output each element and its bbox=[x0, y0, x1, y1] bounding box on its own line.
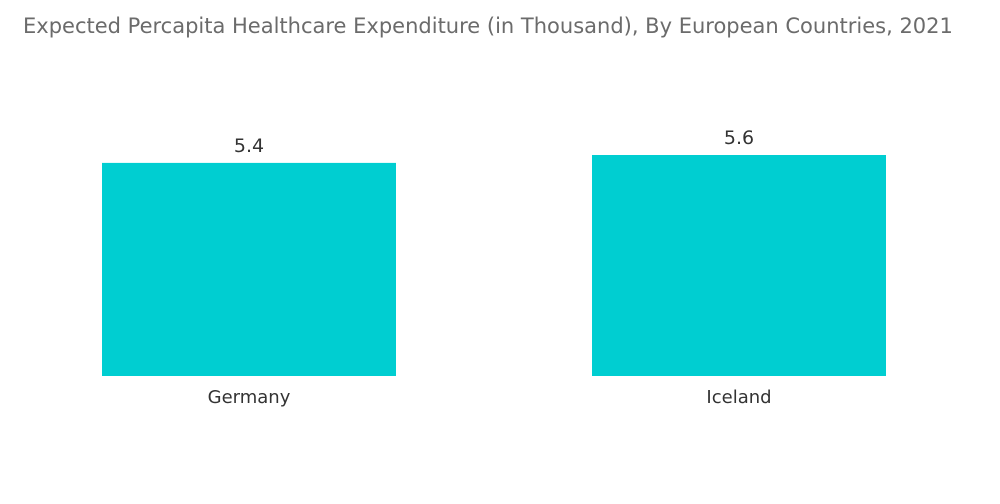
category-label-germany: Germany bbox=[208, 387, 291, 408]
value-label-germany: 5.4 bbox=[234, 135, 264, 157]
chart-title: Expected Percapita Healthcare Expenditur… bbox=[23, 14, 953, 38]
bar-germany bbox=[102, 162, 396, 376]
value-label-iceland: 5.6 bbox=[724, 127, 754, 149]
category-label-iceland: Iceland bbox=[706, 387, 771, 408]
bar-iceland bbox=[592, 155, 886, 376]
